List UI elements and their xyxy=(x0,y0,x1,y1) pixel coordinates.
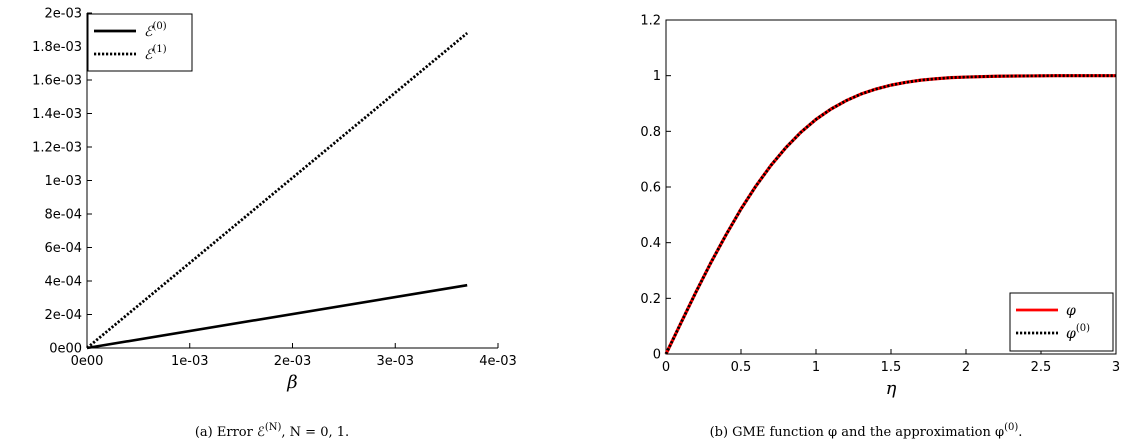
caption-b: (b) GME function φ and the approximation… xyxy=(710,422,1023,440)
y-tick-label: 1.4e-03 xyxy=(32,107,82,122)
x-tick-label: 0.5 xyxy=(731,360,752,375)
y-tick-label: 1e-03 xyxy=(44,174,82,189)
y-tick-label: 0.6 xyxy=(640,181,661,196)
x-axis-label: β xyxy=(286,372,297,393)
legend-label-1: ℰ(1) xyxy=(144,44,167,63)
x-tick-label: 2e-03 xyxy=(274,354,312,369)
legend-box xyxy=(1009,292,1114,352)
y-tick-label: 0 xyxy=(653,348,661,363)
y-tick-label: 0.4 xyxy=(640,236,661,251)
y-tick-label: 4e-04 xyxy=(44,275,82,290)
y-tick-label: 1.2 xyxy=(640,14,661,29)
x-tick-label: 1 xyxy=(812,360,820,375)
y-tick-label: 6e-04 xyxy=(44,241,82,256)
chart-error: 0e00 1e-03 2e-03 3e-03 4e-03 0e00 2e-04 4e-04 6e… xyxy=(32,7,517,394)
x-tick-label: 0 xyxy=(662,360,670,375)
legend: φ φ(0) xyxy=(1009,292,1114,352)
x-tick-label: 2.5 xyxy=(1031,360,1052,375)
x-tick-label: 4e-03 xyxy=(479,354,517,369)
series-line-0 xyxy=(86,283,468,350)
x-tick-label: 3 xyxy=(1112,360,1120,375)
legend: ℰ(0) ℰ(1) xyxy=(87,13,193,72)
x-axis-label: η xyxy=(886,378,897,399)
legend-label-1: φ(0) xyxy=(1066,323,1090,342)
y-tick-label: 1.6e-03 xyxy=(32,74,82,89)
legend-label-0: φ xyxy=(1066,303,1076,319)
chart-gme-function: 0 0.5 1 1.5 2 2.5 3 0 0.2 0.4 0.6 0.8 1 1.2 η φ φ(0) xyxy=(640,14,1120,400)
caption-a: (a) Error ℰ(N), N = 0, 1. xyxy=(195,422,349,440)
y-tick-label: 8e-04 xyxy=(44,208,82,223)
y-tick-label: 1.8e-03 xyxy=(32,40,82,55)
x-tick-label: 1e-03 xyxy=(171,354,209,369)
y-tick-label: 0.2 xyxy=(640,292,661,307)
x-tick-label: 3e-03 xyxy=(376,354,414,369)
y-tick-label: 0.8 xyxy=(640,125,661,140)
y-tick-label: 1.2e-03 xyxy=(32,141,82,156)
y-tick-label: 0e00 xyxy=(49,342,82,357)
x-tick-label: 2 xyxy=(962,360,970,375)
series-line-1 xyxy=(664,74,1116,355)
y-tick-label: 2e-03 xyxy=(44,7,82,22)
y-tick-label: 2e-04 xyxy=(44,308,82,323)
series-line-1 xyxy=(86,32,469,350)
legend-box xyxy=(87,13,193,72)
legend-label-0: ℰ(0) xyxy=(144,21,167,40)
x-tick-label: 1.5 xyxy=(881,360,902,375)
y-tick-label: 1 xyxy=(653,69,661,84)
x-tick-label: 0e00 xyxy=(71,354,104,369)
